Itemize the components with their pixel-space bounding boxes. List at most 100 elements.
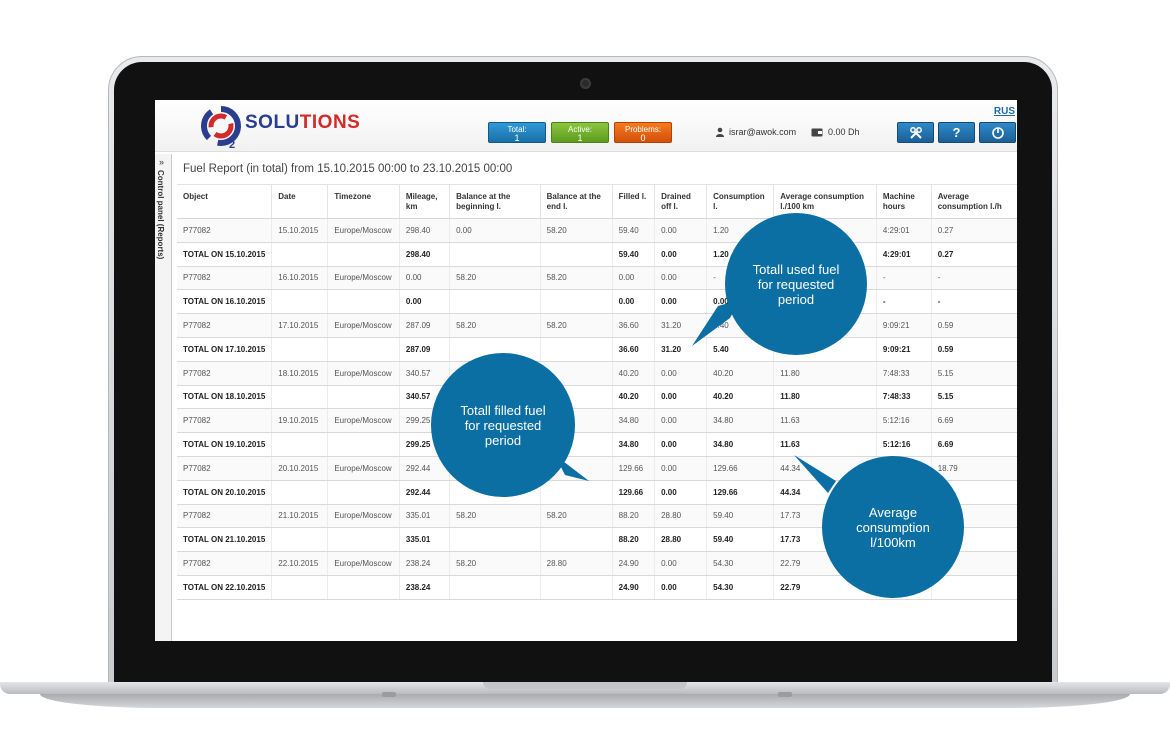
problems-label: Problems: [624, 125, 661, 134]
table-cell: TOTAL ON 17.10.2015 [177, 337, 272, 362]
table-cell: TOTAL ON 21.10.2015 [177, 527, 272, 553]
column-header[interactable]: Machine hours [875, 184, 932, 219]
active-value: 1 [577, 133, 583, 143]
table-cell: 287.09 [398, 337, 450, 362]
table-cell [539, 575, 613, 600]
total-badge[interactable]: Total: 1 [488, 122, 546, 143]
total-row: TOTAL ON 18.10.2015 340.57 40.20 0.00 40.20 1… [177, 385, 1017, 410]
table-cell: 0.00 [654, 289, 707, 315]
table-cell: 34.80 [611, 408, 655, 434]
table-cell [271, 527, 328, 553]
table-cell: 5.15 [930, 385, 1017, 410]
table-cell: - [875, 289, 932, 315]
column-header[interactable]: Average consumption l./100 km [773, 184, 877, 219]
column-header[interactable]: Balance at the end l. [539, 184, 613, 219]
table-cell: 0.00 [654, 242, 707, 267]
total-row: TOTAL ON 17.10.2015287.0936.6031.205.401… [177, 337, 1017, 362]
table-cell [449, 242, 541, 267]
column-header[interactable]: Filled l. [611, 184, 655, 219]
logo-text: SOLUTIONS [245, 112, 361, 133]
user-icon [716, 127, 724, 137]
table-cell: - [875, 266, 932, 291]
user-info[interactable]: israr@awok.com [715, 127, 796, 137]
table-cell: 9:09:21 [875, 313, 932, 338]
column-header[interactable]: Consumption l. [706, 184, 774, 219]
table-cell: 40.20 [611, 385, 655, 410]
table-cell: 0.00 [654, 480, 707, 505]
table-cell: 11.63 [773, 408, 877, 434]
table-cell: 59.40 [706, 504, 774, 529]
table-cell [271, 337, 328, 362]
laptop-notch [483, 682, 687, 689]
table-cell: 11.63 [773, 432, 877, 457]
table-cell: 18.10.2015 [271, 361, 328, 386]
table-cell [539, 337, 613, 362]
total-row: TOTAL ON 16.10.2015 0.00 0.00 0.00 0.00- - [177, 289, 1017, 315]
help-button[interactable]: ? [938, 122, 975, 143]
table-cell: P77082 [177, 266, 272, 291]
tools-button[interactable] [897, 122, 934, 143]
active-label: Active: [567, 125, 592, 134]
table-cell: P77082 [177, 408, 272, 434]
table-cell: 287.09 [398, 313, 450, 338]
table-cell: 16.10.2015 [271, 266, 328, 291]
table-cell: 24.90 [611, 551, 655, 576]
callout-pointer [794, 455, 836, 493]
total-row: TOTAL ON 15.10.2015 298.40 59.40 0.00 1.20 4:… [177, 242, 1017, 267]
column-header[interactable]: Mileage, km [398, 184, 450, 219]
table-cell: 0.00 [654, 408, 707, 434]
table-cell: 0.27 [930, 242, 1017, 267]
table-cell: 34.80 [706, 432, 774, 457]
table-cell: 28.80 [654, 504, 707, 529]
power-icon [991, 127, 1004, 139]
table-cell [539, 242, 613, 267]
callout-pointer [692, 300, 740, 346]
table-cell [327, 289, 400, 315]
language-link[interactable]: RUS [993, 106, 1015, 117]
table-cell: P77082 [177, 361, 272, 386]
column-header[interactable]: Date [271, 184, 328, 219]
balance-info: 0.00 Dh [811, 127, 860, 137]
tools-icon [909, 127, 922, 139]
table-cell [327, 480, 400, 505]
table-cell: 11.80 [773, 385, 877, 410]
table-cell: 31.20 [654, 313, 707, 338]
laptop-base-bottom [40, 694, 1130, 708]
table-row: P7708218.10.2015Europe/Moscow340.5758.20… [177, 361, 1017, 386]
help-icon: ? [952, 125, 961, 140]
table-cell: 0.00 [654, 266, 707, 291]
column-header[interactable]: Balance at the beginning l. [449, 184, 541, 219]
control-panel-toggle[interactable]: » Control panel (Reports) [155, 154, 172, 641]
table-cell: P77082 [177, 218, 272, 243]
table-cell [327, 337, 400, 362]
table-cell: 0.00 [654, 361, 707, 386]
problems-badge[interactable]: Problems: 0 [614, 122, 672, 143]
table-cell: 24.90 [611, 575, 655, 600]
table-cell: 6.69 [930, 432, 1017, 457]
table-cell: TOTAL ON 22.10.2015 [177, 575, 272, 600]
column-header[interactable]: Drained off l. [654, 184, 707, 219]
table-cell: 4:29:01 [875, 242, 932, 267]
table-cell: 54.30 [706, 575, 774, 600]
table-cell: TOTAL ON 18.10.2015 [177, 385, 272, 410]
table-cell: 0.00 [654, 218, 707, 243]
table-cell: 129.66 [611, 480, 655, 505]
table-cell: TOTAL ON 19.10.2015 [177, 432, 272, 457]
table-cell: 0.00 [449, 218, 541, 243]
table-cell: Europe/Moscow [327, 313, 400, 338]
table-cell [271, 289, 328, 315]
logout-button[interactable] [979, 122, 1016, 143]
user-email: israr@awok.com [729, 127, 797, 137]
table-cell: 17.10.2015 [271, 313, 328, 338]
wallet-icon [811, 128, 823, 136]
table-cell: 22.10.2015 [271, 551, 328, 576]
table-cell: - [930, 289, 1017, 315]
table-cell [271, 242, 328, 267]
column-header[interactable]: Timezone [327, 184, 400, 219]
table-cell: 11.80 [773, 361, 877, 386]
column-header[interactable]: Average consumption l./h [930, 184, 1017, 219]
active-badge[interactable]: Active: 1 [551, 122, 609, 143]
table-cell: 0.00 [611, 266, 655, 291]
table-cell: 6.69 [930, 408, 1017, 434]
column-header[interactable]: Object [177, 184, 272, 219]
